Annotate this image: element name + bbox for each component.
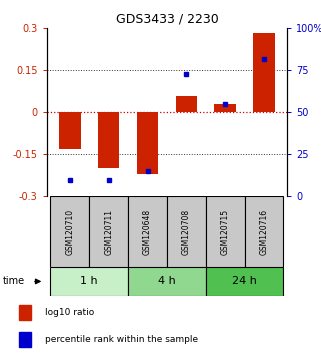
- Bar: [245, 196, 283, 267]
- Text: time: time: [3, 276, 25, 286]
- Bar: [176, 96, 197, 113]
- Text: percentile rank within the sample: percentile rank within the sample: [45, 335, 198, 344]
- Text: GSM120710: GSM120710: [65, 209, 74, 255]
- Bar: [214, 104, 236, 113]
- Text: 4 h: 4 h: [158, 276, 176, 286]
- Bar: [50, 267, 128, 296]
- Bar: [206, 196, 245, 267]
- Bar: [206, 267, 283, 296]
- Text: GSM120711: GSM120711: [104, 209, 113, 255]
- Title: GDS3433 / 2230: GDS3433 / 2230: [116, 13, 218, 26]
- Text: 1 h: 1 h: [81, 276, 98, 286]
- Bar: [128, 196, 167, 267]
- Text: GSM120708: GSM120708: [182, 209, 191, 255]
- Text: GSM120716: GSM120716: [259, 209, 268, 255]
- Bar: [89, 196, 128, 267]
- Bar: [19, 332, 31, 347]
- Bar: [59, 113, 81, 149]
- Text: GSM120715: GSM120715: [221, 209, 230, 255]
- Bar: [128, 267, 206, 296]
- Bar: [50, 196, 89, 267]
- Bar: [19, 304, 31, 320]
- Text: log10 ratio: log10 ratio: [45, 308, 94, 317]
- Bar: [253, 33, 275, 113]
- Text: GSM120648: GSM120648: [143, 209, 152, 255]
- Bar: [167, 196, 206, 267]
- Bar: [137, 113, 158, 174]
- Text: 24 h: 24 h: [232, 276, 257, 286]
- Bar: [98, 113, 119, 169]
